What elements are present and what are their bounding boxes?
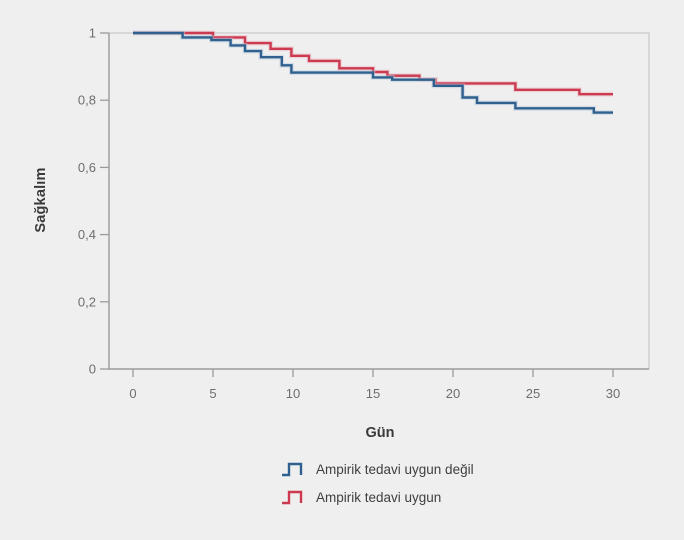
y-tick-label: 0 <box>89 362 96 377</box>
y-tick-label: 0,4 <box>78 227 96 242</box>
series-line-1 <box>133 31 613 96</box>
y-tick-label: 1 <box>89 26 96 41</box>
axis-lines <box>108 33 649 370</box>
x-tick-label: 5 <box>209 386 216 401</box>
series-halo-1 <box>133 30 613 97</box>
legend-label: Ampirik tedavi uygun değil <box>316 461 474 477</box>
legend-label: Ampirik tedavi uygun <box>316 489 442 505</box>
series-line-0 <box>133 31 613 114</box>
x-tick-label: 25 <box>526 386 540 401</box>
x-tick-label: 30 <box>606 386 620 401</box>
legend: Ampirik tedavi uygun değil Ampirik tedav… <box>281 461 474 505</box>
x-tick-label: 20 <box>446 386 460 401</box>
x-tick-label: 0 <box>129 386 136 401</box>
y-axis-title: Sağkalım <box>33 167 49 233</box>
legend-item: Ampirik tedavi uygun <box>281 489 474 505</box>
x-axis-title: Gün <box>365 425 395 441</box>
x-tick-label: 10 <box>286 386 300 401</box>
y-tick-label: 0,8 <box>78 93 96 108</box>
x-tick-label: 15 <box>366 386 380 401</box>
legend-item: Ampirik tedavi uygun değil <box>281 461 474 477</box>
y-tick-label: 0,6 <box>78 160 96 175</box>
y-tick-label: 0,2 <box>78 294 96 309</box>
plot-frame <box>109 32 650 369</box>
step-line-icon <box>282 490 303 505</box>
step-line-icon <box>282 462 303 477</box>
